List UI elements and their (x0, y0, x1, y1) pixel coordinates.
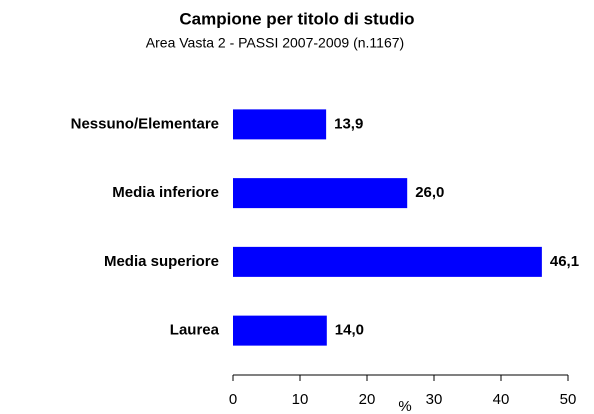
x-tick-label: 30 (426, 391, 443, 408)
y-tick-label: Nessuno/Elementare (71, 115, 219, 132)
data-label: 14,0 (335, 322, 364, 339)
bar (233, 109, 327, 140)
y-tick-label: Laurea (170, 322, 220, 339)
chart-subtitle: Area Vasta 2 - PASSI 2007-2009 (n.1167) (146, 35, 404, 51)
x-tick-label: 40 (493, 391, 510, 408)
data-label: 46,1 (550, 253, 579, 270)
data-label: 13,9 (334, 115, 363, 132)
bar (233, 315, 327, 346)
bar (233, 246, 542, 277)
y-tick-label: Media superiore (104, 253, 219, 270)
x-axis-label: % (398, 398, 411, 414)
x-tick-label: 20 (359, 391, 376, 408)
x-tick-label: 10 (292, 391, 309, 408)
data-label: 26,0 (415, 184, 444, 201)
bar (233, 178, 408, 209)
y-tick-label: Media inferiore (112, 184, 219, 201)
x-tick-label: 0 (229, 391, 237, 408)
x-tick-label: 50 (560, 391, 577, 408)
chart-title: Campione per titolo di studio (179, 9, 414, 28)
